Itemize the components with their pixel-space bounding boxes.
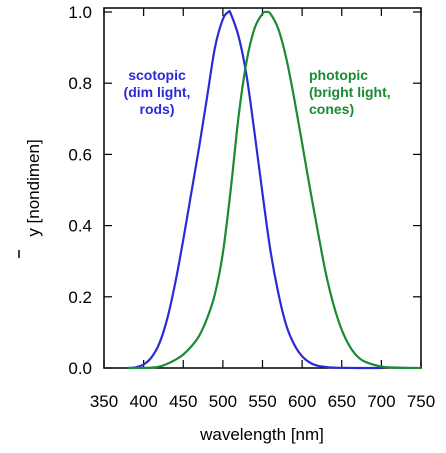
x-tick-label: 700 [367,392,395,411]
x-tick-label: 650 [328,392,356,411]
annotations: scotopic(dim light,rods) photopic(bright … [124,67,391,117]
tick-labels: 350 400 450 500 550 600 650 700 750 0.0 0.2 0.4 0.6 0… [68,3,435,411]
y-tick-label: 0.6 [68,145,92,164]
series-line-scotopic [127,9,382,370]
annotation-photopic-line: photopic [309,67,368,83]
y-tick-label: 1.0 [68,3,92,22]
x-tick-label: 550 [248,392,276,411]
annotation-photopic-line: cones) [309,101,354,117]
x-tick-label: 400 [129,392,157,411]
y-axis-title: y [nondimen] [24,139,43,236]
y-axis-title-group: y [nondimen] [24,139,43,236]
y-tick-label: 0.8 [68,74,92,93]
y-tick-label: 0.4 [68,217,92,236]
annotation-scotopic-line: (dim light, [124,84,191,100]
x-tick-label: 600 [288,392,316,411]
series-lines [127,9,422,370]
annotation-photopic-line: (bright light, [309,84,391,100]
series-line-photopic [127,10,422,370]
x-tick-label: 450 [169,392,197,411]
y-tick-label: 0.0 [68,359,92,378]
x-tick-label: 350 [90,392,118,411]
x-tick-label: 500 [209,392,237,411]
x-tick-label: 750 [407,392,435,411]
annotation-scotopic-line: scotopic [128,67,186,83]
y-tick-label: 0.2 [68,288,92,307]
annotation-scotopic-line: rods) [140,101,175,117]
x-axis-title: wavelength [nm] [199,425,324,444]
